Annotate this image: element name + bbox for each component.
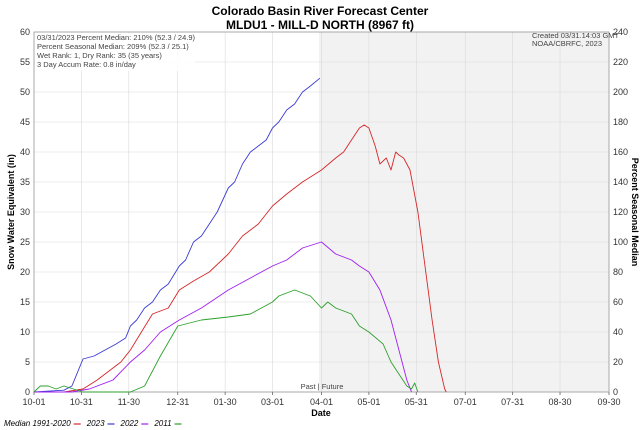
y-tick-label: 25	[20, 237, 30, 247]
y2-tick-label: 220	[613, 57, 628, 67]
x-tick-label: 01-30	[214, 397, 237, 407]
series-line-2022	[34, 241, 412, 393]
x-tick-label: 12-31	[166, 397, 189, 407]
y2-axis-ticks: 0 20 40 60 80 100 120 140 160 180 200 220 240	[613, 27, 628, 397]
y2-tick-label: 180	[613, 117, 628, 127]
past-future-label: Past | Future	[301, 382, 344, 391]
source-line: NOAA/CBRFC, 2023	[532, 39, 602, 48]
chart-title: Colorado Basin River Forecast Center	[212, 4, 429, 18]
created-line: Created 03/31.14:03 GMT	[532, 31, 620, 40]
x-tick-label: 10-01	[22, 397, 45, 407]
info-line-seasonal-median: Percent Seasonal Median: 209% (52.3 / 25…	[37, 42, 189, 51]
y2-tick-label: 160	[613, 147, 628, 157]
y-tick-label: 40	[20, 147, 30, 157]
y2-tick-label: 60	[613, 297, 623, 307]
legend-label: Median 1991-2020	[4, 419, 71, 428]
y-tick-label: 30	[20, 207, 30, 217]
y2-tick-label: 40	[613, 327, 623, 337]
y-tick-label: 20	[20, 267, 30, 277]
x-tick-label: 07-01	[454, 397, 477, 407]
x-tick-label: 05-01	[357, 397, 380, 407]
y-tick-label: 15	[20, 297, 30, 307]
y2-tick-label: 100	[613, 237, 628, 247]
chart-subtitle: MLDU1 - MILL-D NORTH (8967 ft)	[226, 18, 414, 32]
y2-tick-label: 0	[613, 387, 618, 397]
y2-axis-label: Percent Seasonal Median	[630, 158, 640, 267]
y-tick-label: 5	[25, 357, 30, 367]
x-axis-label: Date	[311, 408, 331, 418]
y-tick-label: 60	[20, 27, 30, 37]
y-tick-label: 35	[20, 177, 30, 187]
info-line-percent-median: 03/31/2023 Percent Median: 210% (52.3 / …	[37, 33, 196, 42]
legend-label: 2023	[86, 419, 105, 428]
grid-lines	[33, 31, 610, 393]
series-line-2011	[33, 289, 419, 393]
y-tick-label: 45	[20, 117, 30, 127]
x-tick-label: 10-31	[70, 397, 93, 407]
info-box: 03/31/2023 Percent Median: 210% (52.3 / …	[35, 33, 196, 71]
legend-label: 2022	[120, 419, 139, 428]
y-tick-label: 55	[20, 57, 30, 67]
x-axis-ticks: 10-01 10-31 11-30 12-31 01-30 03-01 04-01 05-01…	[22, 392, 621, 407]
y-tick-label: 50	[20, 87, 30, 97]
info-line-rank: Wet Rank: 1, Dry Rank: 35 (35 years)	[37, 51, 162, 60]
legend: Median 1991-2020 2023 2022 2011	[4, 419, 182, 428]
series-line-median-1991-2020	[34, 124, 447, 393]
x-tick-label: 09-30	[597, 397, 620, 407]
series-lines	[33, 77, 447, 393]
x-tick-label: 03-01	[261, 397, 284, 407]
x-tick-label: 05-31	[405, 397, 428, 407]
y2-tick-label: 240	[613, 27, 628, 37]
x-tick-label: 11-30	[118, 397, 140, 407]
y2-tick-label: 80	[613, 267, 623, 277]
series-line-2023	[33, 77, 321, 393]
y-tick-label: 10	[20, 327, 30, 337]
info-line-accum-rate: 3 Day Accum Rate: 0.8 in/day	[37, 60, 136, 69]
x-tick-label: 04-01	[310, 397, 333, 407]
y2-tick-label: 200	[613, 87, 628, 97]
x-tick-label: 07-31	[501, 397, 524, 407]
y-axis-label: Snow Water Equivalent (in)	[6, 154, 16, 270]
y-tick-label: 0	[25, 387, 30, 397]
x-tick-label: 08-30	[549, 397, 572, 407]
legend-label: 2011	[153, 419, 171, 428]
y2-tick-label: 20	[613, 357, 623, 367]
y-axis-ticks: 0 5 10 15 20 25 30 35 40 45 50 55 60	[20, 27, 30, 397]
y2-tick-label: 140	[613, 177, 628, 187]
y2-tick-label: 120	[613, 207, 628, 217]
